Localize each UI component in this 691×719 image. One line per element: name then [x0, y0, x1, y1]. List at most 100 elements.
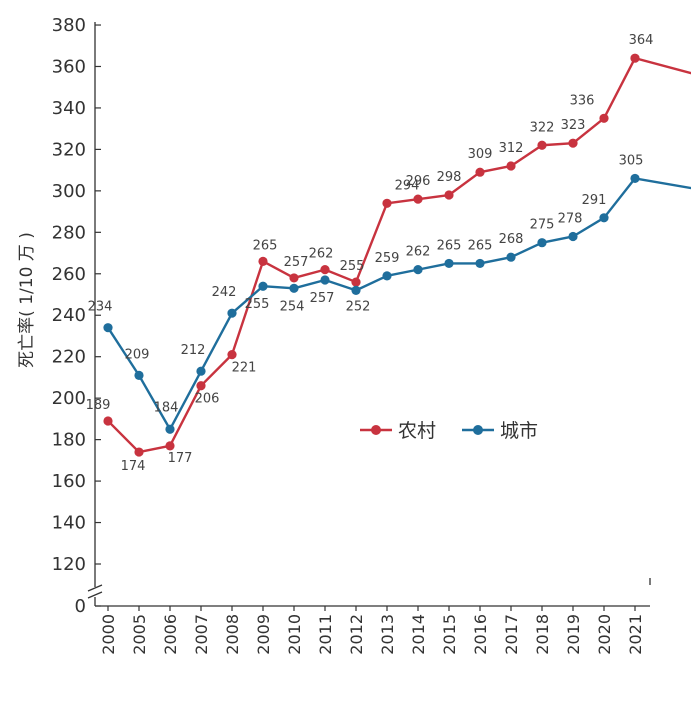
data-point	[134, 447, 144, 457]
data-label: 254	[280, 299, 305, 314]
data-label: 275	[530, 218, 555, 233]
x-tick-label: 2007	[192, 614, 211, 655]
data-point	[444, 258, 454, 269]
data-label: 234	[88, 300, 113, 315]
data-label: 184	[154, 400, 179, 415]
x-tick-label: 2010	[285, 614, 304, 655]
data-label: 294	[395, 178, 420, 193]
data-label: 242	[212, 285, 237, 300]
data-point	[413, 194, 423, 204]
x-tick-label: 2021	[626, 614, 645, 655]
data-point	[475, 167, 485, 177]
y-ticks: 0 120 140 160 180 200 220 240 260 280 300 320 340 360…	[52, 15, 101, 617]
x-tick-label: 2013	[378, 614, 397, 655]
data-label: 221	[232, 361, 257, 376]
data-point	[165, 424, 175, 434]
y-tick-label: 200	[52, 388, 86, 409]
data-point	[258, 281, 268, 291]
data-point	[227, 308, 237, 318]
y-tick-label: 220	[52, 347, 86, 368]
data-label: 177	[168, 451, 193, 466]
data-label: 252	[346, 299, 371, 314]
x-tick-label: 2019	[564, 614, 583, 655]
y-tick-label: 360	[52, 56, 86, 77]
y-tick-label: 260	[52, 264, 86, 285]
data-label: 305	[619, 153, 644, 168]
legend-label: 农村	[398, 420, 436, 442]
data-label: 322	[530, 120, 555, 135]
y-tick-label: 300	[52, 181, 86, 202]
series-points	[103, 53, 640, 457]
data-point	[382, 198, 392, 208]
data-point	[351, 285, 361, 295]
data-label: 206	[195, 392, 220, 407]
data-point	[103, 323, 113, 333]
data-label: 309	[468, 147, 493, 162]
y-tick-label: 240	[52, 305, 86, 326]
y-tick-label: 140	[52, 513, 86, 534]
data-point	[413, 265, 423, 275]
data-point	[134, 370, 144, 380]
data-label: 259	[375, 251, 400, 266]
legend-label: 城市	[500, 420, 538, 442]
data-label: 212	[181, 343, 206, 358]
data-label: 296	[406, 174, 431, 189]
data-point	[320, 275, 330, 285]
y-tick-label: 120	[52, 554, 86, 575]
y-tick-label: 0	[75, 596, 86, 617]
x-tick-label: 2012	[347, 614, 366, 655]
y-tick-label: 340	[52, 98, 86, 119]
x-tick-label: 2000	[99, 614, 118, 655]
data-label: 298	[437, 170, 462, 185]
axis-break-mark	[87, 584, 103, 599]
x-tick-label: 2017	[502, 614, 521, 655]
data-point	[289, 273, 299, 283]
data-label: 364	[629, 33, 654, 48]
data-point	[444, 190, 454, 200]
legend: 农村 城市	[360, 420, 538, 442]
data-label: 278	[558, 211, 583, 226]
data-point	[382, 271, 392, 281]
x-tick-label: 2005	[130, 614, 149, 655]
data-point	[351, 277, 361, 287]
x-tick-label: 2011	[316, 614, 335, 655]
data-point	[506, 161, 516, 171]
data-label: 268	[499, 232, 524, 247]
data-point	[196, 381, 206, 391]
data-label: 291	[582, 193, 607, 208]
x-tick-label: 2015	[440, 614, 459, 655]
data-point	[196, 366, 206, 376]
data-point	[320, 265, 330, 275]
x-tick-label: 2016	[471, 614, 490, 655]
data-label: 323	[561, 118, 586, 133]
x-tick-label: 2008	[223, 614, 242, 655]
data-label: 265	[468, 238, 493, 253]
data-label: 312	[499, 141, 524, 156]
data-label: 336	[570, 93, 595, 108]
data-label: 265	[437, 238, 462, 253]
data-point	[258, 256, 268, 266]
axes: 0 120 140 160 180 200 220 240 260 280 300 320 340 360…	[52, 15, 651, 655]
y-tick-label: 380	[52, 15, 86, 36]
x-tick-label: 2020	[595, 614, 614, 655]
data-label: 174	[121, 459, 146, 474]
data-label: 189	[86, 398, 111, 413]
x-ticks: 2000 2005 2006 2007 2008 2009 2010 2011 2012 2013…	[99, 606, 645, 655]
y-tick-label: 160	[52, 471, 86, 492]
x-tick-label: 2009	[254, 614, 273, 655]
x-tick-label: 2006	[161, 614, 180, 655]
data-point	[506, 252, 516, 262]
data-label: 262	[406, 245, 431, 260]
data-label: 209	[125, 347, 150, 362]
data-label: 255	[340, 259, 365, 274]
data-point	[289, 283, 299, 293]
x-tick-label: 2018	[533, 614, 552, 655]
data-point	[537, 238, 547, 248]
data-label: 257	[310, 291, 335, 306]
data-label: 255	[245, 297, 270, 312]
legend-swatch-marker	[371, 425, 381, 435]
data-point	[599, 213, 609, 223]
data-label: 257	[284, 255, 309, 270]
